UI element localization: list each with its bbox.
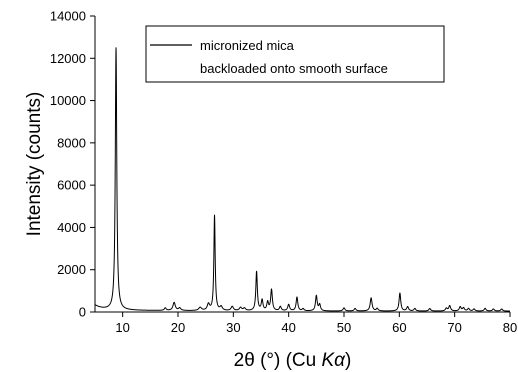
series-group bbox=[94, 47, 511, 312]
y-tick-label: 6000 bbox=[57, 178, 86, 193]
x-tick-label: 80 bbox=[503, 320, 517, 335]
x-axis-title-suffix: ) bbox=[345, 350, 351, 371]
legend-box bbox=[145, 25, 445, 83]
x-axis-title: 2θ (°) (Cu Kα) bbox=[234, 350, 352, 371]
y-axis-title: Intensity (counts) bbox=[24, 92, 45, 237]
ticks: 0 2000 4000 6000 8000 10000 12000 14000 10 20 30 40… bbox=[50, 9, 517, 336]
x-axis-title-italic: Kα bbox=[322, 350, 347, 371]
legend: micronized mica backloaded onto smooth s… bbox=[145, 25, 445, 83]
y-tick-label: 8000 bbox=[57, 135, 86, 150]
axes bbox=[94, 16, 510, 313]
y-tick-label: 10000 bbox=[50, 93, 86, 108]
x-tick-label: 30 bbox=[226, 320, 240, 335]
x-tick-label: 50 bbox=[337, 320, 351, 335]
x-tick-label: 20 bbox=[171, 320, 185, 335]
series-line-0 bbox=[94, 47, 511, 312]
y-tick-label: 14000 bbox=[50, 9, 86, 24]
x-tick-label: 70 bbox=[447, 320, 461, 335]
x-tick-label: 60 bbox=[392, 320, 406, 335]
y-tick-label: 4000 bbox=[57, 220, 86, 235]
x-tick-label: 10 bbox=[115, 320, 129, 335]
legend-entry-line-1: micronized mica bbox=[200, 38, 295, 53]
x-axis-title-prefix: 2θ (°) (Cu bbox=[234, 350, 322, 371]
y-tick-label: 0 bbox=[79, 305, 86, 320]
y-tick-label: 12000 bbox=[50, 51, 86, 66]
y-tick-label: 2000 bbox=[57, 262, 86, 277]
x-tick-label: 40 bbox=[281, 320, 295, 335]
legend-entry-line-2: backloaded onto smooth surface bbox=[200, 61, 388, 76]
